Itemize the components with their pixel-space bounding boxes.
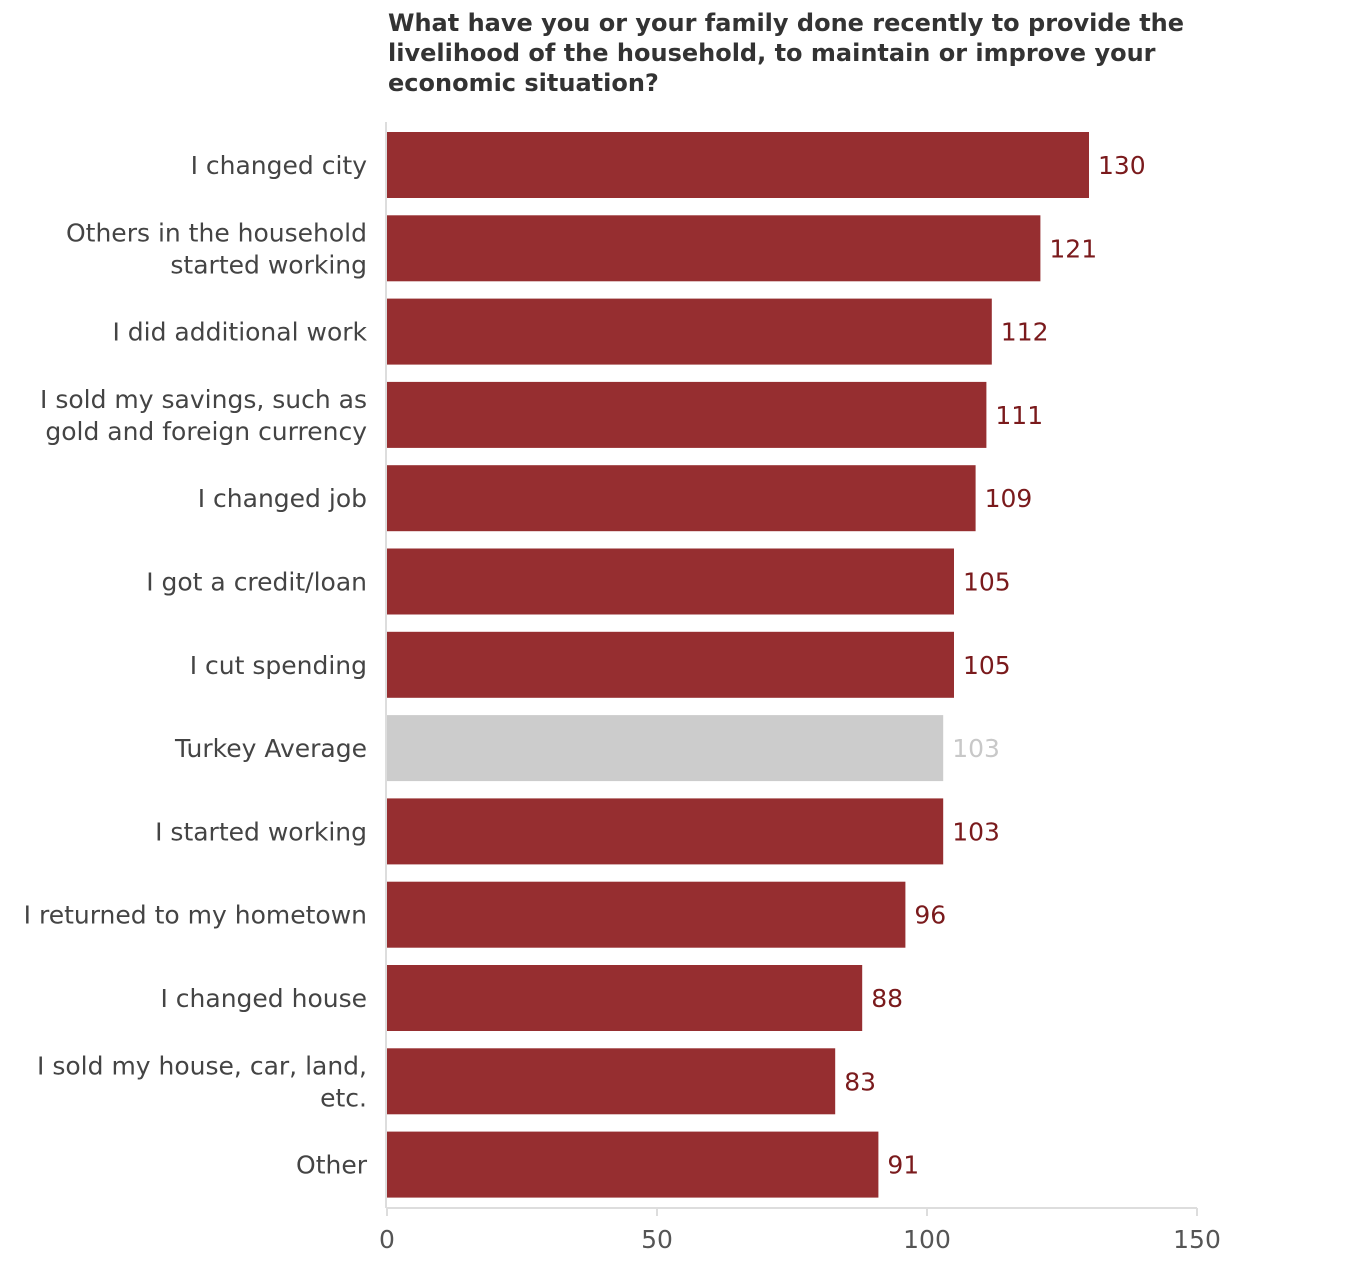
value-label: 130	[1098, 151, 1146, 180]
category-label: I returned to my hometown	[24, 901, 367, 930]
bar	[387, 631, 954, 698]
chart-title: What have you or your family done recent…	[388, 9, 1185, 97]
value-label: 83	[844, 1067, 876, 1096]
x-tick-label: 50	[641, 1225, 673, 1254]
value-label: 111	[995, 401, 1043, 430]
category-label: I did additional work	[112, 318, 367, 347]
category-label: started working	[170, 250, 367, 279]
bar	[387, 965, 863, 1031]
bar	[387, 1131, 879, 1198]
value-label: 112	[1001, 318, 1049, 347]
x-axis: 0 50 100 150	[379, 122, 1221, 1254]
category-label: I sold my house, car, land,	[37, 1051, 367, 1080]
bar	[387, 132, 1089, 198]
x-tick-label: 0	[379, 1225, 395, 1254]
category-label: etc.	[320, 1083, 367, 1112]
category-label: I changed job	[198, 484, 367, 513]
value-label: 88	[871, 984, 903, 1013]
category-label: Turkey Average	[174, 734, 367, 763]
category-label: I cut spending	[190, 651, 367, 680]
value-label: 109	[985, 484, 1033, 513]
category-label: I got a credit/loan	[146, 568, 367, 597]
bar	[387, 881, 906, 948]
value-label: 121	[1049, 234, 1097, 263]
bar	[387, 298, 992, 365]
category-label: I changed city	[191, 151, 368, 180]
bar	[387, 465, 976, 532]
bar	[387, 381, 987, 448]
category-labels: I changed city Others in the household sta…	[24, 151, 368, 1180]
category-label: Others in the household	[66, 218, 367, 247]
bar	[387, 1048, 836, 1115]
category-label: I changed house	[160, 984, 367, 1013]
x-tick-label: 100	[903, 1225, 951, 1254]
category-label: gold and foreign currency	[45, 417, 367, 446]
bar	[387, 215, 1041, 282]
category-label: Other	[296, 1151, 368, 1180]
category-label: I started working	[155, 817, 367, 846]
bars-layer	[387, 132, 1089, 1198]
value-label: 103	[952, 734, 1000, 763]
category-label: I sold my savings, such as	[40, 385, 367, 414]
value-label: 105	[963, 568, 1011, 597]
value-labels: 130 121 112 111 109 105 105 103 103 96 88 83 91	[844, 151, 1146, 1180]
bar	[387, 715, 944, 782]
bar	[387, 548, 954, 615]
value-label: 105	[963, 651, 1011, 680]
value-label: 103	[952, 817, 1000, 846]
bar	[387, 798, 944, 865]
x-tick-label: 150	[1173, 1225, 1221, 1254]
value-label: 91	[887, 1151, 919, 1180]
value-label: 96	[914, 901, 946, 930]
